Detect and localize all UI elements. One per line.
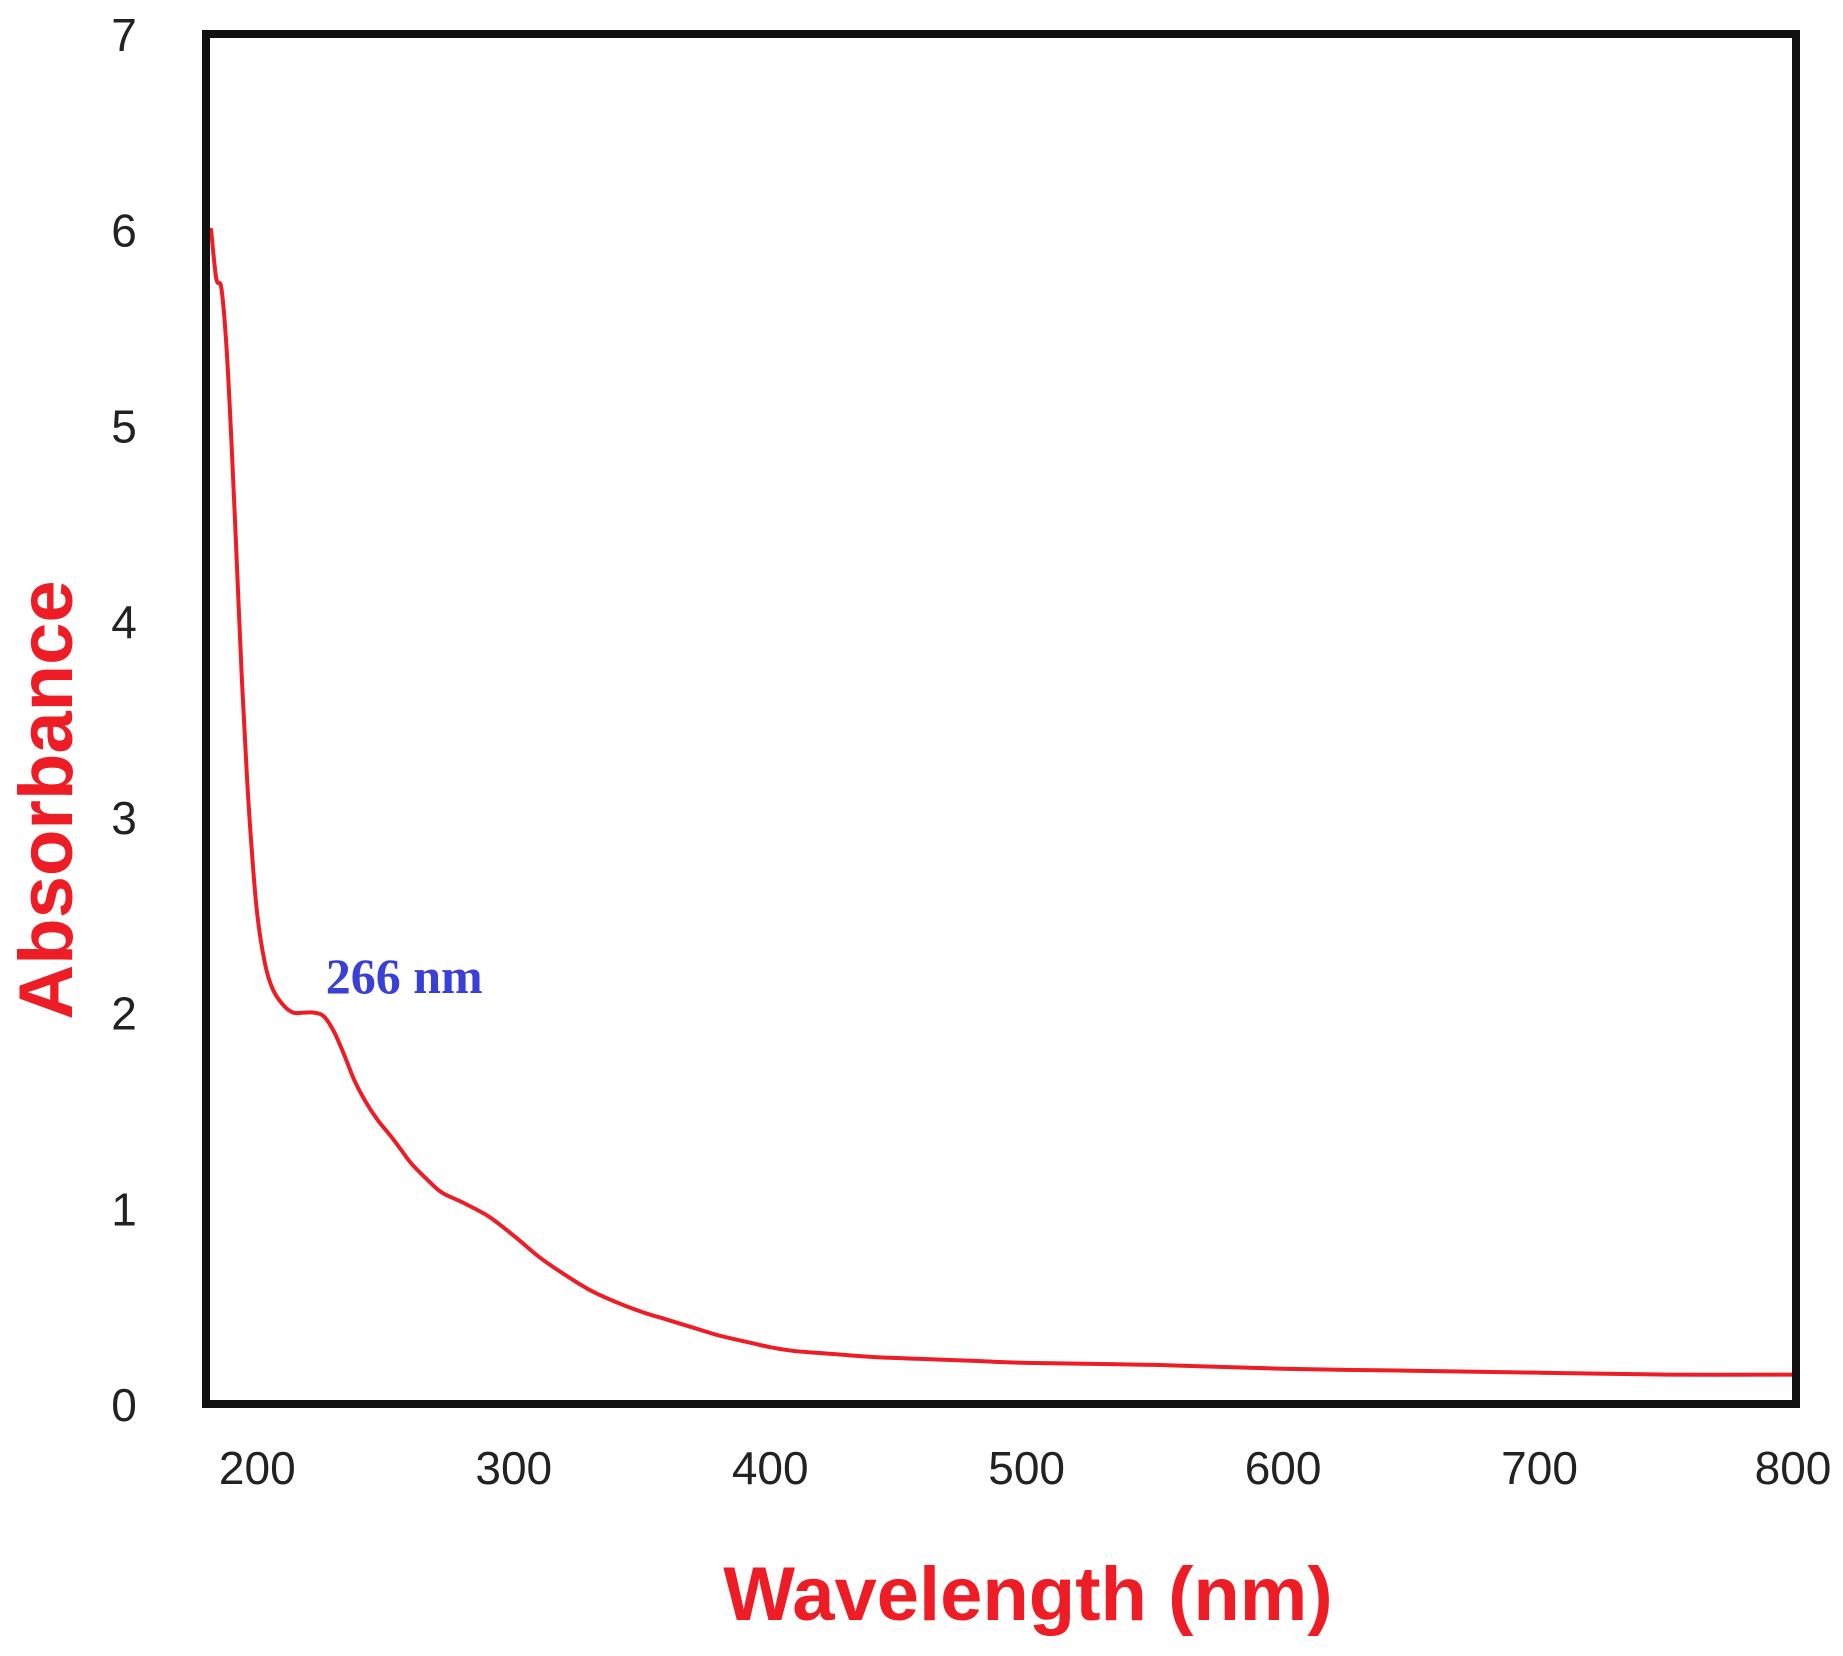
- x-tick-label: 200: [219, 1442, 296, 1494]
- x-tick-label: 700: [1501, 1442, 1578, 1494]
- x-tick-label: 600: [1245, 1442, 1322, 1494]
- x-tick-label: 800: [1755, 1442, 1832, 1494]
- y-tick-label: 2: [111, 988, 137, 1040]
- y-tick-labels: 0 1 2 3 4 5 6 7: [111, 9, 137, 1431]
- x-tick-label: 400: [732, 1442, 809, 1494]
- peak-annotation: 266 nm: [326, 948, 483, 1004]
- y-tick-label: 6: [111, 205, 137, 257]
- y-tick-label: 0: [111, 1379, 137, 1431]
- y-tick-label: 4: [111, 596, 137, 648]
- absorbance-series-line: [209, 227, 1798, 1377]
- y-tick-label: 1: [111, 1183, 137, 1235]
- x-tick-label: 300: [475, 1442, 552, 1494]
- y-axis-title: Absorbance: [4, 580, 89, 1019]
- plot-frame: [202, 30, 1800, 1408]
- y-tick-label: 7: [111, 9, 137, 61]
- y-tick-label: 3: [111, 792, 137, 844]
- y-tick-label: 5: [111, 400, 137, 452]
- x-axis-title: Wavelength (nm): [723, 1552, 1332, 1637]
- x-tick-label: 500: [988, 1442, 1065, 1494]
- x-tick-labels: 200 300 400 500 600 700 800: [219, 1442, 1831, 1494]
